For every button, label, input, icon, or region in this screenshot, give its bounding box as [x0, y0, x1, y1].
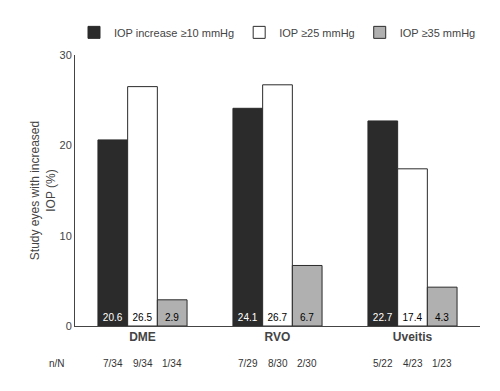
- svg-text:IOP ≥35 mmHg: IOP ≥35 mmHg: [400, 27, 476, 39]
- svg-text:26.7: 26.7: [268, 312, 288, 323]
- svg-text:IOP ≥25 mmHg: IOP ≥25 mmHg: [279, 27, 355, 39]
- svg-text:4.3: 4.3: [435, 312, 449, 323]
- svg-text:n/N: n/N: [49, 358, 65, 369]
- svg-text:2/30: 2/30: [297, 358, 317, 369]
- svg-text:7/34: 7/34: [103, 358, 123, 369]
- svg-text:9/34: 9/34: [133, 358, 153, 369]
- svg-text:20.6: 20.6: [103, 312, 123, 323]
- svg-text:IOP increase ≥10 mmHg: IOP increase ≥10 mmHg: [114, 27, 234, 39]
- svg-text:1/34: 1/34: [162, 358, 182, 369]
- svg-text:Study eyes with increasedIOP (: Study eyes with increasedIOP (%): [28, 121, 58, 260]
- svg-text:30: 30: [60, 49, 72, 61]
- svg-text:4/23: 4/23: [403, 358, 423, 369]
- svg-text:0: 0: [66, 320, 72, 332]
- svg-text:17.4: 17.4: [403, 312, 423, 323]
- svg-text:DME: DME: [129, 330, 156, 344]
- svg-text:Uveitis: Uveitis: [393, 330, 433, 344]
- svg-text:8/30: 8/30: [268, 358, 288, 369]
- svg-text:1/23: 1/23: [432, 358, 452, 369]
- svg-text:RVO: RVO: [265, 330, 291, 344]
- svg-text:5/22: 5/22: [373, 358, 393, 369]
- svg-text:20: 20: [60, 139, 72, 151]
- svg-text:22.7: 22.7: [373, 312, 393, 323]
- svg-text:6.7: 6.7: [300, 312, 314, 323]
- svg-text:10: 10: [60, 230, 72, 242]
- svg-text:26.5: 26.5: [133, 312, 153, 323]
- svg-text:7/29: 7/29: [238, 358, 258, 369]
- svg-text:2.9: 2.9: [165, 312, 179, 323]
- svg-text:24.1: 24.1: [238, 312, 258, 323]
